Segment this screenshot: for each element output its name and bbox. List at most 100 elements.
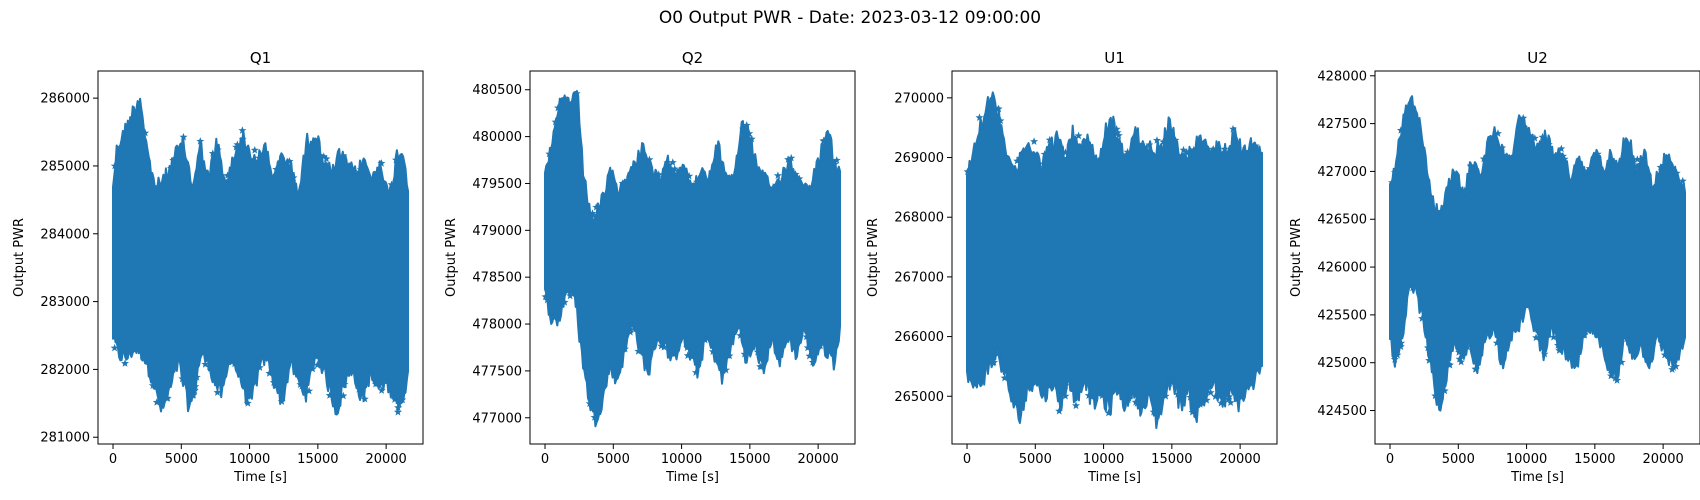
data-point-star xyxy=(1211,392,1220,400)
data-point-star xyxy=(740,350,749,358)
data-point-star xyxy=(1196,400,1205,408)
scatter-band xyxy=(966,91,1263,430)
y-tick-label: 270000 xyxy=(894,91,944,106)
data-point-star xyxy=(1219,148,1228,157)
y-tick-label: 283000 xyxy=(40,295,90,310)
x-tick-label: 5000 xyxy=(1442,452,1475,467)
x-tick-label: 20000 xyxy=(1642,452,1683,467)
data-point-star xyxy=(387,180,396,189)
subplot-title: U2 xyxy=(1527,49,1548,67)
series-q2 xyxy=(541,89,841,428)
data-point-star xyxy=(349,167,358,175)
data-point-star xyxy=(1409,282,1418,290)
data-point-star xyxy=(1460,186,1469,194)
data-point-star xyxy=(541,292,550,301)
data-point-star xyxy=(213,145,222,154)
data-point-star xyxy=(1633,155,1642,163)
y-tick-label: 269000 xyxy=(894,151,944,166)
data-point-star xyxy=(1471,165,1480,174)
data-point-star xyxy=(739,124,747,133)
y-tick-label: 426500 xyxy=(1317,213,1367,228)
data-point-star xyxy=(322,154,331,163)
subplot-q2: 0 5000 10000 15000 20000 477000 477500 478000 47… xyxy=(444,49,856,485)
x-tick-label: 10000 xyxy=(661,452,702,467)
data-point-star xyxy=(213,388,222,396)
x-tick-label: 5000 xyxy=(165,452,198,467)
data-point-star xyxy=(340,380,349,388)
data-point-star xyxy=(802,332,811,341)
y-tick-label: 480000 xyxy=(472,130,522,145)
data-point-star xyxy=(816,341,825,350)
data-point-star xyxy=(339,151,348,160)
data-point-star xyxy=(693,177,701,186)
data-point-star xyxy=(289,173,298,182)
data-point-star xyxy=(390,395,399,403)
data-point-star xyxy=(725,351,734,360)
data-point-star xyxy=(1444,360,1453,368)
data-point-star xyxy=(339,391,348,400)
y-tick-label: 425000 xyxy=(1317,356,1367,371)
data-point-star xyxy=(298,382,306,390)
data-point-star xyxy=(1622,334,1631,343)
data-point-star xyxy=(701,335,710,344)
data-point-star xyxy=(747,134,756,143)
axes-frame xyxy=(1374,70,1700,445)
data-point-star xyxy=(196,137,205,145)
data-point-star xyxy=(683,351,692,359)
data-point-star xyxy=(1074,131,1083,140)
data-point-star xyxy=(1425,356,1434,364)
data-point-star xyxy=(1665,353,1674,362)
data-point-star xyxy=(1013,156,1022,165)
data-point-star xyxy=(994,104,1003,113)
data-point-star xyxy=(1133,399,1142,407)
data-point-star xyxy=(238,135,247,143)
data-point-star xyxy=(190,386,199,395)
data-point-star xyxy=(585,399,594,408)
y-tick-label: 284000 xyxy=(40,227,90,242)
data-point-star xyxy=(1494,129,1502,137)
data-point-star xyxy=(742,121,751,129)
axes-frame xyxy=(97,70,424,445)
x-tick-label: 0 xyxy=(963,452,971,467)
data-point-star xyxy=(1179,151,1188,159)
data-point-star xyxy=(223,171,232,179)
data-point-star xyxy=(321,159,330,168)
data-point-star xyxy=(1139,145,1148,154)
data-point-star xyxy=(255,153,263,162)
x-tick-label: 15000 xyxy=(729,452,770,467)
data-point-star xyxy=(1098,391,1107,400)
data-point-star xyxy=(592,203,601,211)
data-point-star xyxy=(1544,140,1553,148)
data-point-star xyxy=(325,391,334,399)
data-point-star xyxy=(550,312,559,321)
data-point-star xyxy=(988,353,997,361)
data-point-star xyxy=(313,360,322,369)
data-point-star xyxy=(729,173,738,182)
data-point-star xyxy=(1583,166,1592,175)
data-point-star xyxy=(970,380,979,388)
data-point-star xyxy=(1070,387,1079,395)
subplot-u1: 0 5000 10000 15000 20000 265000 266000 267000 26… xyxy=(866,49,1278,485)
y-tick-label: 478500 xyxy=(472,271,522,286)
data-point-star xyxy=(1455,354,1464,363)
data-point-star xyxy=(205,362,214,370)
data-point-star xyxy=(560,298,569,306)
data-point-star xyxy=(805,351,814,360)
data-point-star xyxy=(308,364,317,373)
y-tick-label: 479000 xyxy=(472,224,522,239)
data-point-star xyxy=(634,347,643,355)
data-point-star xyxy=(371,379,380,388)
x-tick-label: 20000 xyxy=(797,452,838,467)
y-tick-label: 480500 xyxy=(472,83,522,98)
data-point-star xyxy=(1104,408,1113,417)
data-point-star xyxy=(395,400,403,408)
data-point-star xyxy=(1554,341,1562,349)
data-point-star xyxy=(191,382,200,390)
data-point-star xyxy=(392,155,400,164)
data-point-star xyxy=(1171,380,1180,389)
data-point-star xyxy=(1585,164,1594,172)
data-point-star xyxy=(1153,136,1161,144)
data-point-star xyxy=(1423,343,1432,352)
figure-title: O0 Output PWR - Date: 2023-03-12 09:00:0… xyxy=(659,8,1041,28)
